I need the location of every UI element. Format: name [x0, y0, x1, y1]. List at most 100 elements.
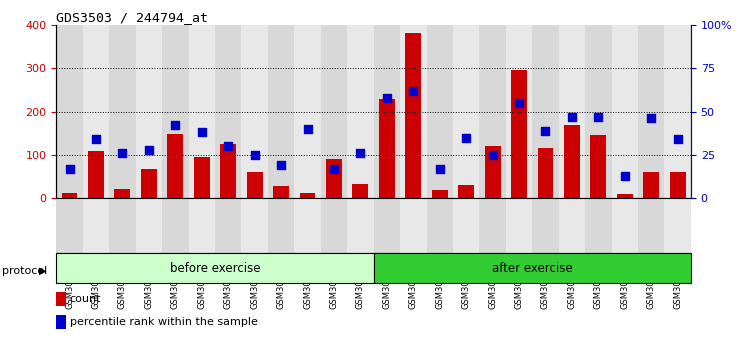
Text: GDS3503 / 244794_at: GDS3503 / 244794_at — [56, 11, 208, 24]
Bar — [83, 25, 109, 198]
Bar — [194, 157, 210, 198]
Bar — [479, 198, 506, 253]
Text: before exercise: before exercise — [170, 262, 261, 275]
Bar — [246, 172, 263, 198]
Bar — [511, 70, 527, 198]
Point — [434, 166, 446, 172]
Bar — [109, 25, 136, 198]
Bar — [347, 25, 374, 198]
Bar — [665, 25, 691, 198]
Point — [645, 116, 657, 121]
Point — [249, 152, 261, 158]
Point — [619, 173, 631, 178]
Bar — [352, 184, 368, 198]
Bar — [215, 198, 241, 253]
Bar — [611, 25, 638, 198]
Point — [196, 130, 208, 135]
Bar — [611, 198, 638, 253]
Bar — [114, 189, 131, 198]
Text: after exercise: after exercise — [492, 262, 572, 275]
Point — [566, 114, 578, 120]
Point — [354, 150, 366, 156]
Bar — [564, 125, 580, 198]
Bar — [506, 25, 532, 198]
Bar — [644, 172, 659, 198]
Point — [90, 136, 102, 142]
Bar — [136, 198, 162, 253]
Bar — [427, 25, 453, 198]
Bar — [273, 186, 289, 198]
Bar — [665, 198, 691, 253]
Bar — [379, 98, 395, 198]
Bar — [167, 134, 183, 198]
Bar — [484, 146, 501, 198]
Bar — [427, 198, 453, 253]
Bar — [189, 25, 215, 198]
Point — [593, 114, 605, 120]
Point — [487, 152, 499, 158]
Bar — [617, 194, 633, 198]
Bar — [83, 198, 109, 253]
Bar — [559, 198, 585, 253]
Bar — [638, 25, 665, 198]
Bar — [432, 190, 448, 198]
Bar — [400, 198, 427, 253]
Point — [513, 100, 525, 106]
Bar — [458, 185, 474, 198]
Text: ▶: ▶ — [39, 266, 47, 276]
Point — [169, 122, 181, 128]
Bar — [62, 193, 77, 198]
Bar — [241, 25, 268, 198]
Bar — [506, 198, 532, 253]
Bar — [220, 144, 236, 198]
Point — [275, 162, 287, 168]
Point — [222, 143, 234, 149]
Point — [407, 88, 419, 93]
Bar — [56, 25, 83, 198]
Bar — [453, 198, 479, 253]
Bar — [585, 25, 611, 198]
Bar — [215, 25, 241, 198]
Point — [64, 166, 76, 172]
Bar — [479, 25, 506, 198]
Bar — [538, 148, 553, 198]
Bar — [406, 33, 421, 198]
Bar — [347, 198, 374, 253]
Point — [328, 166, 340, 172]
Bar — [141, 169, 157, 198]
Bar — [109, 198, 136, 253]
Bar — [585, 198, 611, 253]
Bar — [268, 198, 294, 253]
Point — [116, 150, 128, 156]
Bar — [268, 25, 294, 198]
Point — [301, 126, 313, 132]
Bar — [136, 25, 162, 198]
Bar — [374, 198, 400, 253]
Bar — [559, 25, 585, 198]
Bar — [56, 253, 374, 283]
Text: protocol: protocol — [2, 266, 47, 276]
Point — [460, 135, 472, 140]
Bar — [532, 198, 559, 253]
Text: count: count — [70, 294, 101, 304]
Bar — [294, 198, 321, 253]
Bar — [326, 159, 342, 198]
Bar — [532, 25, 559, 198]
Bar — [162, 25, 189, 198]
Bar — [638, 198, 665, 253]
Bar — [300, 193, 315, 198]
Bar — [374, 25, 400, 198]
Point — [381, 95, 393, 101]
Text: percentile rank within the sample: percentile rank within the sample — [70, 317, 258, 327]
Point — [671, 136, 683, 142]
Bar — [590, 135, 606, 198]
Point — [143, 147, 155, 153]
Bar — [321, 198, 347, 253]
Bar — [56, 198, 83, 253]
Bar — [162, 198, 189, 253]
Bar — [189, 198, 215, 253]
Point — [539, 128, 551, 133]
Bar — [670, 172, 686, 198]
Bar — [88, 150, 104, 198]
Bar — [241, 198, 268, 253]
